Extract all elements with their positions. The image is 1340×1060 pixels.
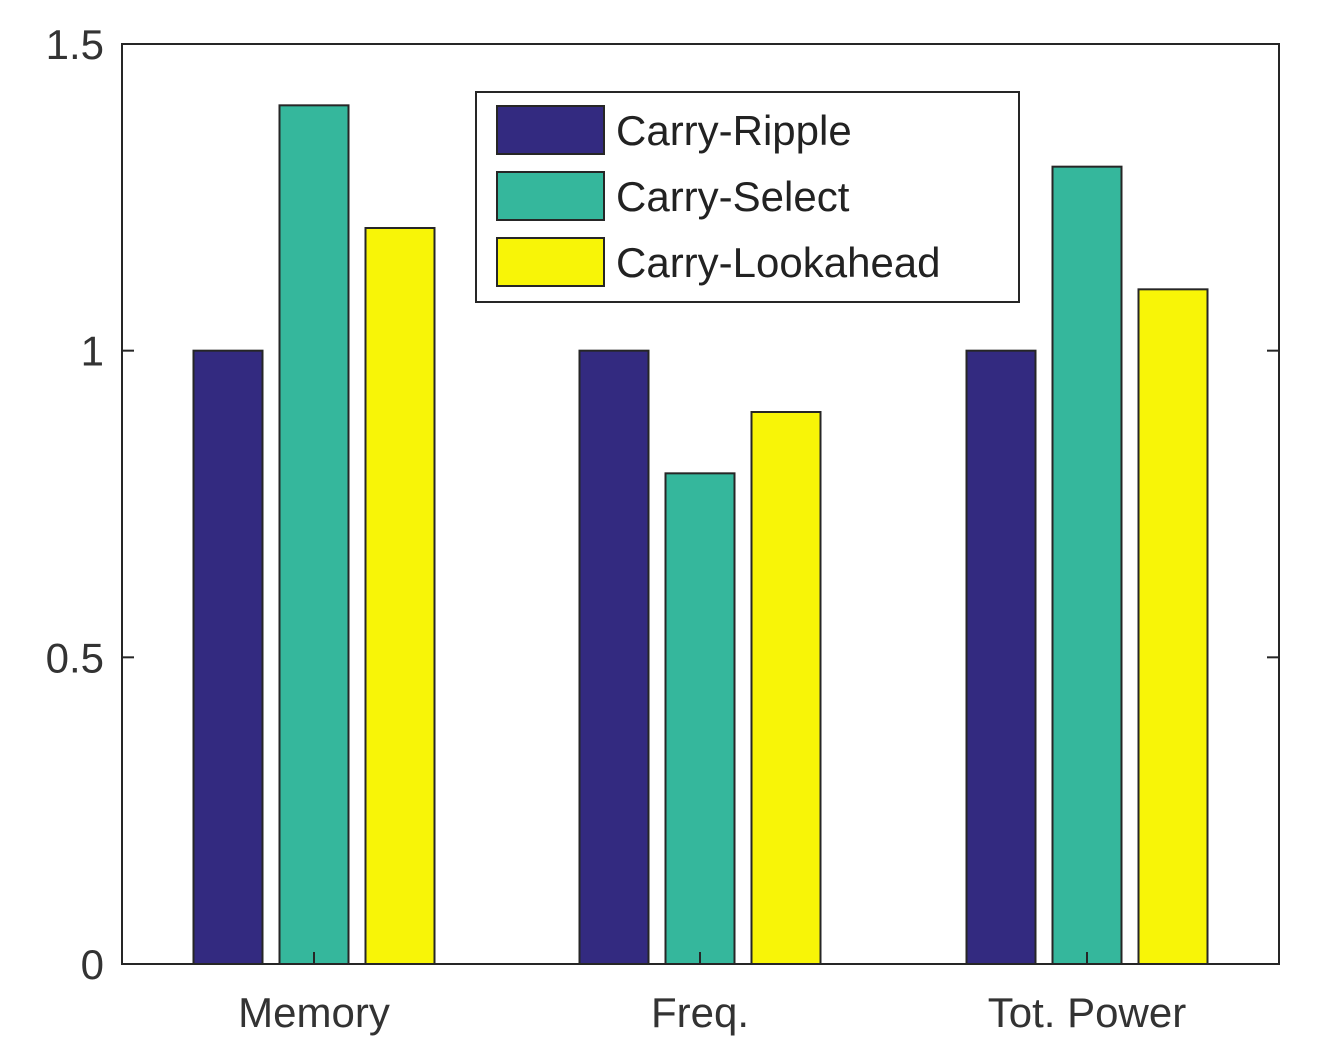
x-axis: Memory Freq. Tot. Power [238,952,1186,1036]
bar-carry-lookahead-2 [1137,288,1209,966]
y-tick-label: 1.5 [46,21,104,68]
y-tick-label: 1 [81,328,104,375]
bar-carry-select-2 [1051,165,1123,965]
legend-label: Carry-Lookahead [616,239,941,286]
bar-carry-ripple-0 [192,349,264,965]
bar-carry-lookahead-0 [364,227,436,965]
legend-label: Carry-Ripple [616,107,852,154]
x-tick-label: Freq. [651,989,749,1036]
x-tick-label: Memory [238,989,390,1036]
legend-label: Carry-Select [616,173,850,220]
bar-carry-select-1 [664,472,736,965]
y-axis: 0 0.5 1 1.5 [46,21,1279,988]
y-tick-label: 0.5 [46,634,104,681]
bars-layer [192,104,1209,966]
bar-carry-ripple-1 [578,349,650,965]
legend-swatch [496,237,605,287]
bar-carry-select-0 [278,104,350,966]
x-tick-label: Tot. Power [988,989,1186,1036]
bar-carry-ripple-2 [965,349,1037,965]
bar-carry-lookahead-1 [750,411,822,965]
legend-swatch [496,171,605,221]
legend: Carry-Ripple Carry-Select Carry-Lookahead [475,91,1020,303]
legend-swatch [496,105,605,155]
y-tick-label: 0 [81,941,104,988]
